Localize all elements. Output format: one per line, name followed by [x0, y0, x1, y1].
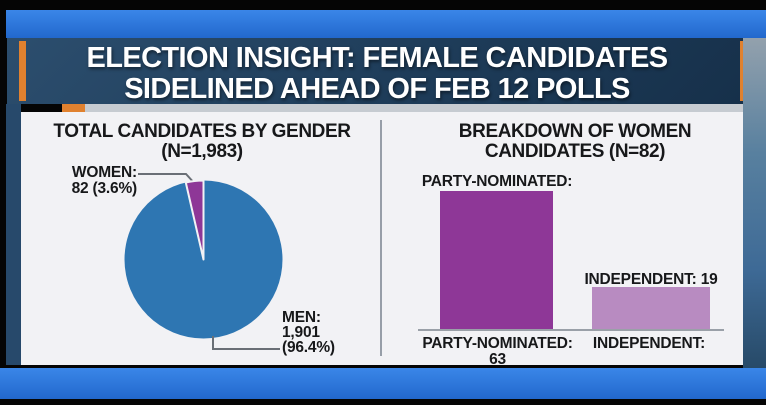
women-label-line2: 82 (3.6%) [71, 180, 138, 197]
men-leader-line [212, 336, 280, 350]
men-label-line3: (96.4%) [282, 339, 335, 356]
panel-top-orange-tab [62, 104, 85, 112]
women-label-line1: WOMEN: [71, 164, 137, 181]
bottom-blue-strip [0, 368, 766, 399]
party-nominated-axis-label: PARTY-NOMINATED: 63 [422, 335, 573, 368]
headline-line2: SIDELINED AHEAD OF FEB 12 POLLS [124, 73, 630, 105]
bar-chart-title: BREAKDOWN OF WOMEN CANDIDATES (N=82) [410, 122, 740, 162]
bar-independent [592, 287, 710, 329]
women-callout-label: WOMEN: 82 (3.6%) [47, 164, 138, 197]
bar-chart-baseline [418, 329, 724, 331]
orange-accent-bar-left [19, 41, 26, 101]
charts-panel: TOTAL CANDIDATES BY GENDER (N=1,983) WOM… [21, 112, 743, 368]
independent-value-label: INDEPENDENT: 19 [584, 271, 718, 288]
headline: ELECTION INSIGHT: FEMALE CANDIDATES SIDE… [7, 43, 747, 105]
right-background-strip [743, 38, 766, 368]
independent-axis-label: INDEPENDENT: [592, 335, 706, 352]
left-background-strip [6, 104, 21, 365]
men-callout-label: MEN: 1,901 (96.4%) [282, 309, 377, 356]
header-banner: ELECTION INSIGHT: FEMALE CANDIDATES SIDE… [7, 38, 747, 105]
men-label-line1: MEN: [282, 309, 321, 326]
bar-title-line1: BREAKDOWN OF WOMEN [458, 121, 692, 142]
panel-top-gray-strip [85, 104, 743, 112]
pie-slice-women [184, 179, 205, 261]
pie-title-line2: (N=1,983) [161, 141, 243, 162]
bar-title-line2: CANDIDATES (N=82) [484, 141, 666, 162]
panel-divider [380, 120, 382, 356]
pie-title-line1: TOTAL CANDIDATES BY GENDER [53, 121, 351, 142]
pie-chart-title: TOTAL CANDIDATES BY GENDER (N=1,983) [21, 122, 383, 162]
bar-party-nominated [440, 191, 553, 329]
headline-line1: ELECTION INSIGHT: FEMALE CANDIDATES [86, 42, 668, 74]
pie-chart [124, 179, 283, 339]
top-blue-strip [6, 10, 766, 38]
men-label-line2: 1,901 [282, 324, 320, 341]
